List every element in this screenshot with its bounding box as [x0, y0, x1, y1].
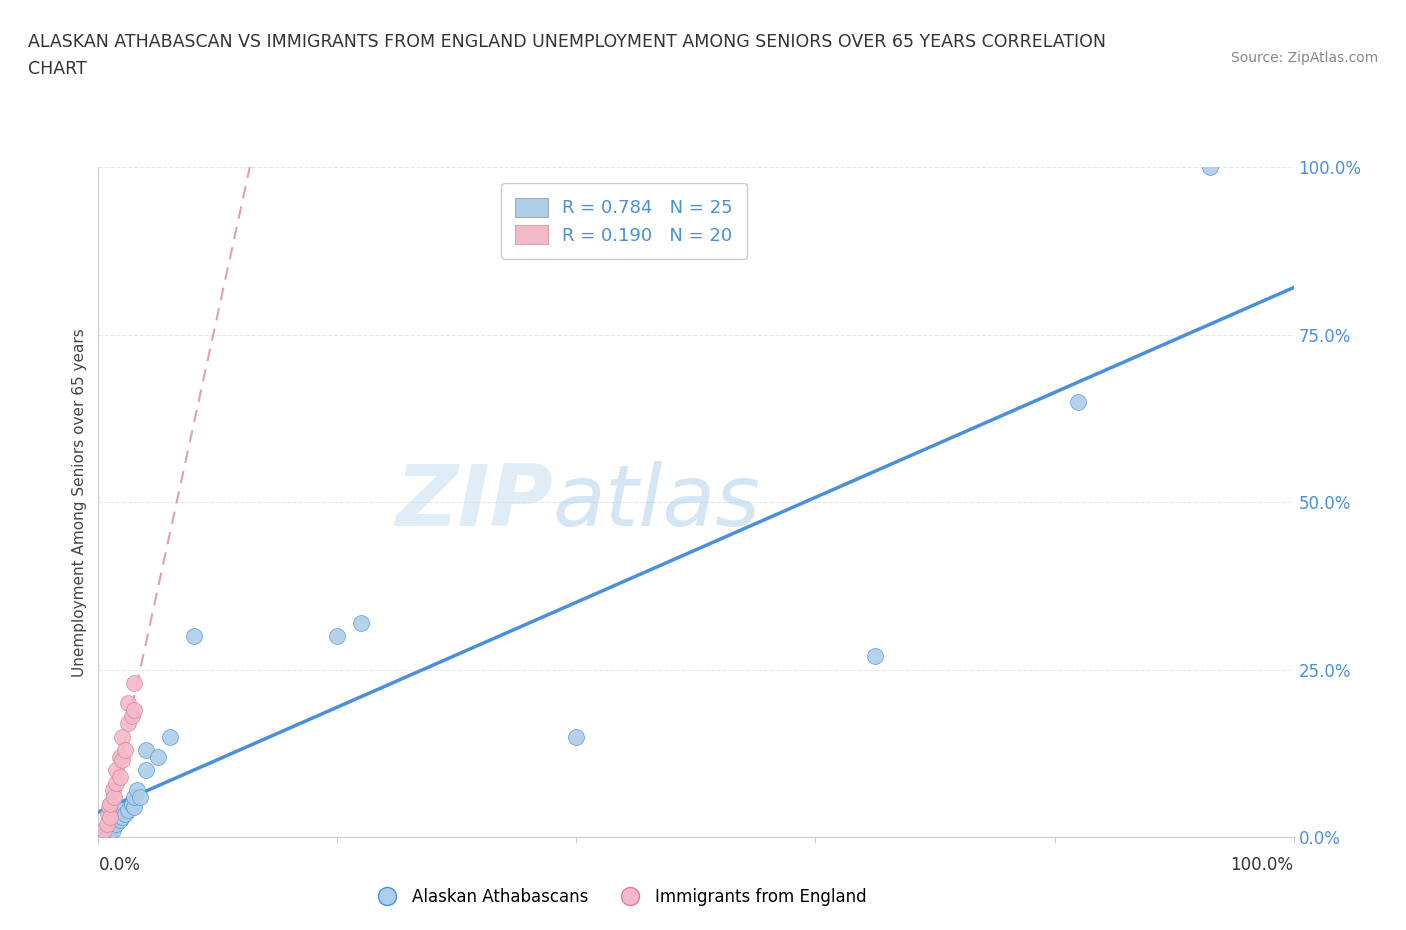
- Point: [124, 800, 146, 815]
- Point: [124, 790, 146, 804]
- Point: [114, 806, 136, 821]
- Point: [117, 696, 139, 711]
- Point: [108, 769, 131, 784]
- Point: [135, 742, 157, 757]
- Text: ZIP: ZIP: [395, 460, 553, 544]
- Text: atlas: atlas: [553, 460, 761, 544]
- Point: [105, 817, 128, 831]
- Point: [1198, 160, 1220, 175]
- Point: [108, 750, 131, 764]
- Point: [326, 629, 349, 644]
- Point: [111, 752, 134, 767]
- Point: [98, 800, 121, 815]
- Point: [97, 823, 120, 838]
- Point: [93, 826, 115, 841]
- Point: [121, 709, 143, 724]
- Point: [98, 796, 122, 811]
- Point: [111, 729, 134, 744]
- Point: [117, 803, 139, 817]
- Legend: R = 0.784   N = 25, R = 0.190   N = 20: R = 0.784 N = 25, R = 0.190 N = 20: [501, 183, 748, 259]
- Point: [105, 763, 128, 777]
- Y-axis label: Unemployment Among Seniors over 65 years: Unemployment Among Seniors over 65 years: [72, 328, 87, 677]
- Point: [863, 649, 886, 664]
- Point: [159, 729, 181, 744]
- Point: [103, 790, 125, 804]
- Text: ALASKAN ATHABASCAN VS IMMIGRANTS FROM ENGLAND UNEMPLOYMENT AMONG SENIORS OVER 65: ALASKAN ATHABASCAN VS IMMIGRANTS FROM EN…: [28, 33, 1107, 50]
- Point: [97, 806, 120, 821]
- Point: [98, 809, 122, 824]
- Point: [101, 783, 124, 798]
- Point: [98, 819, 122, 834]
- Point: [111, 803, 134, 817]
- Point: [101, 823, 124, 838]
- Point: [135, 763, 157, 777]
- Point: [121, 796, 143, 811]
- Point: [565, 729, 588, 744]
- Point: [96, 817, 118, 831]
- Point: [117, 716, 139, 731]
- Point: [105, 809, 128, 824]
- Legend: Alaskan Athabascans, Immigrants from England: Alaskan Athabascans, Immigrants from Eng…: [364, 881, 873, 912]
- Point: [124, 702, 146, 717]
- Point: [98, 824, 122, 839]
- Text: CHART: CHART: [28, 60, 87, 78]
- Point: [125, 783, 148, 798]
- Text: Source: ZipAtlas.com: Source: ZipAtlas.com: [1230, 51, 1378, 65]
- Point: [350, 616, 373, 631]
- Point: [129, 790, 152, 804]
- Point: [93, 823, 115, 838]
- Point: [148, 750, 170, 764]
- Point: [111, 809, 134, 824]
- Text: 0.0%: 0.0%: [98, 856, 141, 873]
- Text: 100.0%: 100.0%: [1230, 856, 1294, 873]
- Point: [1067, 394, 1090, 409]
- Point: [108, 813, 131, 828]
- Point: [124, 675, 146, 690]
- Point: [105, 776, 128, 790]
- Point: [183, 629, 205, 644]
- Point: [114, 742, 136, 757]
